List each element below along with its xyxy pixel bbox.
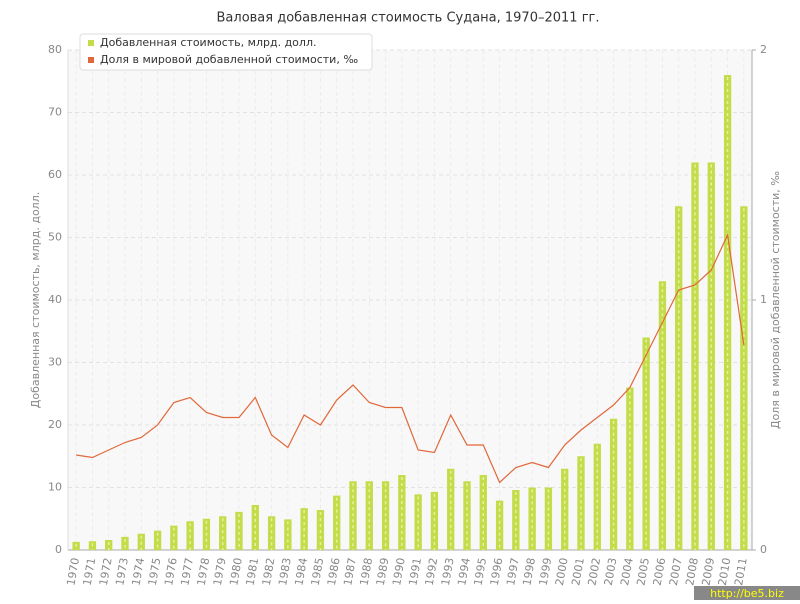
y-tick-label: 80 <box>48 43 62 56</box>
x-tick-label: 2011 <box>732 557 750 587</box>
y-tick-label: 40 <box>48 293 62 306</box>
bar <box>430 491 439 550</box>
y-tick-label: 60 <box>48 168 62 181</box>
bar <box>495 500 504 550</box>
x-tick-label: 2009 <box>700 557 718 587</box>
x-tick-label: 1985 <box>309 557 327 587</box>
y2-tick-label: 2 <box>760 43 767 56</box>
bar <box>707 162 715 550</box>
chart-title: Валовая добавленная стоимость Судана, 19… <box>217 11 600 26</box>
x-tick-label: 2001 <box>569 557 587 587</box>
y-tick-label: 20 <box>48 418 62 431</box>
x-tick-label: 2007 <box>667 557 685 587</box>
legend: Добавленная стоимость, млрд. долл. Доля в… <box>79 33 373 71</box>
y-axis-label: Добавленная стоимость, млрд. долл. <box>29 192 42 408</box>
legend-swatch <box>88 57 94 63</box>
bar <box>479 475 487 550</box>
y2-axis-label: Доля в мировой добавленной стоимости, ‰ <box>769 171 782 429</box>
x-tick-label: 1983 <box>276 557 294 587</box>
x-tick-label: 1981 <box>244 557 262 587</box>
x-tick-label: 1970 <box>64 557 82 587</box>
x-tick-label: 1990 <box>390 557 408 587</box>
legend-label: Добавленная стоимость, млрд. долл. <box>100 36 316 49</box>
x-tick-label: 1980 <box>227 557 245 587</box>
bar <box>235 511 243 550</box>
legend-label: Доля в мировой добавленной стоимости, ‰ <box>100 53 358 66</box>
y-tick-label: 30 <box>48 356 62 369</box>
legend-box <box>79 33 373 71</box>
x-tick-label: 1978 <box>195 557 213 587</box>
x-tick-label: 1996 <box>488 557 506 587</box>
x-tick-label: 1972 <box>97 557 115 587</box>
watermark-bg <box>694 586 800 600</box>
x-tick-label: 1987 <box>341 557 359 587</box>
x-tick-label: 1997 <box>504 557 522 587</box>
x-tick-label: 2008 <box>683 557 701 587</box>
bar <box>544 487 553 550</box>
x-tick-label: 1979 <box>211 557 229 587</box>
x-tick-label: 1986 <box>325 557 343 587</box>
bar <box>170 525 178 550</box>
y-tick-label: 70 <box>48 106 62 119</box>
bar <box>398 475 406 550</box>
x-tick-label: 2010 <box>716 557 734 587</box>
x-tick-label: 1982 <box>260 557 278 587</box>
watermark: http://be5.biz <box>710 587 784 600</box>
y-tick-label: 50 <box>48 231 62 244</box>
x-tick-label: 1975 <box>146 557 164 587</box>
x-tick-label: 1998 <box>520 557 538 587</box>
x-tick-label: 2005 <box>634 557 652 587</box>
bar <box>609 418 618 550</box>
x-tick-label: 1973 <box>113 557 131 587</box>
y-tick-label: 0 <box>55 543 62 556</box>
x-tick-label: 1991 <box>406 557 424 587</box>
bar <box>528 487 536 550</box>
x-tick-label: 1984 <box>292 557 310 587</box>
x-tick-label: 1999 <box>537 557 555 587</box>
x-tick-label: 1989 <box>374 557 392 587</box>
x-tick-label: 1995 <box>472 557 490 587</box>
x-tick-label: 1993 <box>439 557 457 587</box>
x-tick-label: 2003 <box>602 557 620 587</box>
y2-tick-label: 1 <box>760 293 767 306</box>
bar <box>121 536 129 550</box>
y2-tick-label: 0 <box>760 543 767 556</box>
x-tick-label: 1977 <box>178 557 196 587</box>
bar <box>593 443 601 550</box>
x-tick-label: 1976 <box>162 557 180 587</box>
bar <box>691 162 699 550</box>
legend-swatch <box>88 40 94 46</box>
y-tick-label: 10 <box>48 481 62 494</box>
x-tick-label: 1992 <box>423 557 441 587</box>
x-tick-label: 1988 <box>358 557 376 587</box>
x-tick-label: 2004 <box>618 557 636 587</box>
x-tick-label: 1974 <box>130 557 148 587</box>
x-tick-label: 2006 <box>651 557 669 587</box>
line <box>76 232 745 484</box>
x-tick-label: 1971 <box>81 557 99 587</box>
x-tick-label: 2002 <box>586 557 604 587</box>
x-tick-label: 2000 <box>553 557 571 587</box>
bar <box>512 490 520 550</box>
x-tick-label: 1994 <box>455 557 473 587</box>
